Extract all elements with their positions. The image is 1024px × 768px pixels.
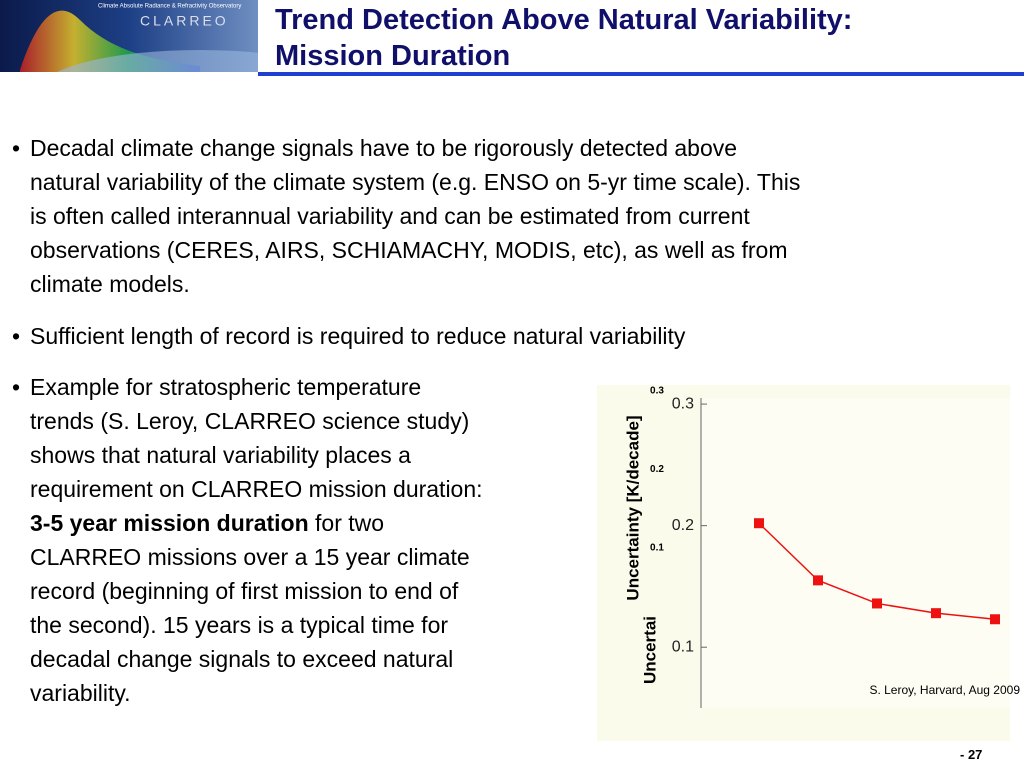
page-number: - 27 <box>960 747 983 762</box>
stray-tick-label: 0.3 <box>650 386 664 397</box>
text: for two <box>308 510 385 536</box>
bullet-line: observations (CERES, AIRS, SCHIAMACHY, M… <box>30 237 788 263</box>
y-axis-label: Uncertainty [K/decade] <box>623 415 642 600</box>
bullet-dot: • <box>12 323 21 349</box>
bold-text: 3-5 year mission duration <box>30 510 309 536</box>
y-tick-label: 0.3 <box>672 395 694 412</box>
title-line: Mission Duration <box>275 40 511 72</box>
y-axis-label: Uncertai <box>640 616 659 684</box>
point <box>931 608 941 619</box>
point <box>990 614 1000 625</box>
plot-area <box>701 398 1010 708</box>
y-tick-label: 0.1 <box>672 638 694 655</box>
stray-tick-label: 0.1 <box>650 543 664 554</box>
bullet-line: natural variability of the climate syste… <box>30 169 801 195</box>
header-rule <box>258 72 1024 76</box>
bullet-line: CLARREO missions over a 15 year climate <box>30 544 470 570</box>
y-tick-label: 0.2 <box>672 517 694 534</box>
bullet-dot: • <box>12 374 21 400</box>
bullet-line: shows that natural variability places a <box>30 442 411 468</box>
bullet-line: climate models. <box>30 271 190 297</box>
bullet-line: requirement on CLARREO mission duration: <box>30 476 483 502</box>
point <box>754 518 764 529</box>
title-line: Trend Detection Above Natural Variabilit… <box>275 4 853 36</box>
bullet-line: trends (S. Leroy, CLARREO science study) <box>30 408 470 434</box>
point <box>813 575 823 586</box>
bullet-line: is often called interannual variability … <box>30 203 750 229</box>
logo-name: CLARREO <box>140 13 229 29</box>
stray-tick-label: 0.2 <box>650 464 664 475</box>
bullet-line: Sufficient length of record is required … <box>30 323 686 349</box>
bullet-line: Decadal climate change signals have to b… <box>30 135 738 161</box>
bullet-dot: • <box>12 135 21 161</box>
bullet-line: 3-5 year mission duration for two <box>30 506 384 540</box>
bullet-line: decadal change signals to exceed natural <box>30 646 454 672</box>
logo-caption: Climate Absolute Radiance & Refractivity… <box>98 4 241 10</box>
bullet-line: record (beginning of first mission to en… <box>30 578 459 604</box>
bullet-line: the second). 15 years is a typical time … <box>30 612 449 638</box>
bullet-line: Example for stratospheric temperature <box>30 374 422 400</box>
chart: Uncertainty [K/decade] Uncertai S. Leroy… <box>597 385 1020 741</box>
source: S. Leroy, Harvard, Aug 2009 <box>869 683 1020 697</box>
point <box>872 598 882 609</box>
logo: Climate Absolute Radiance & Refractivity… <box>0 0 258 72</box>
bullet-line: variability. <box>30 680 131 706</box>
